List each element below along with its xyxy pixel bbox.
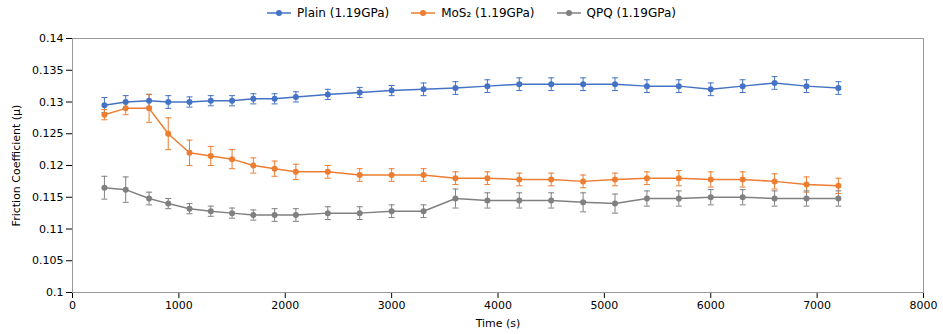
html-text:MoS₂ (1.19GPa): MoS₂ (1.19GPa) (441, 6, 535, 20)
svg-text:7000: 7000 (803, 299, 831, 312)
svg-text:0.13: 0.13 (39, 96, 64, 109)
html-text:QPQ (1.19GPa): QPQ (1.19GPa) (586, 6, 676, 20)
html-text:Plain (1.19GPa): Plain (1.19GPa) (297, 6, 390, 20)
svg-text:0.115: 0.115 (32, 191, 64, 204)
svg-text:8000: 8000 (910, 299, 938, 312)
svg-text:0.105: 0.105 (32, 254, 64, 267)
svg-text:0.125: 0.125 (32, 127, 64, 140)
svg-text:0.135: 0.135 (32, 64, 64, 77)
svg-text:4000: 4000 (484, 299, 512, 312)
svg-text:0.14: 0.14 (39, 32, 64, 45)
svg-text:5000: 5000 (590, 299, 618, 312)
svg-text:3000: 3000 (378, 299, 406, 312)
svg-text:Time (s): Time (s) (475, 317, 521, 330)
svg-text:Friction Coefficient (μ): Friction Coefficient (μ) (10, 105, 23, 227)
svg-text:0.11: 0.11 (39, 223, 64, 236)
svg-text:6000: 6000 (697, 299, 725, 312)
svg-text:0.1: 0.1 (46, 286, 64, 299)
svg-text:1000: 1000 (165, 299, 193, 312)
svg-text:0.12: 0.12 (39, 159, 64, 172)
svg-text:2000: 2000 (271, 299, 299, 312)
svg-text:0: 0 (69, 299, 76, 312)
